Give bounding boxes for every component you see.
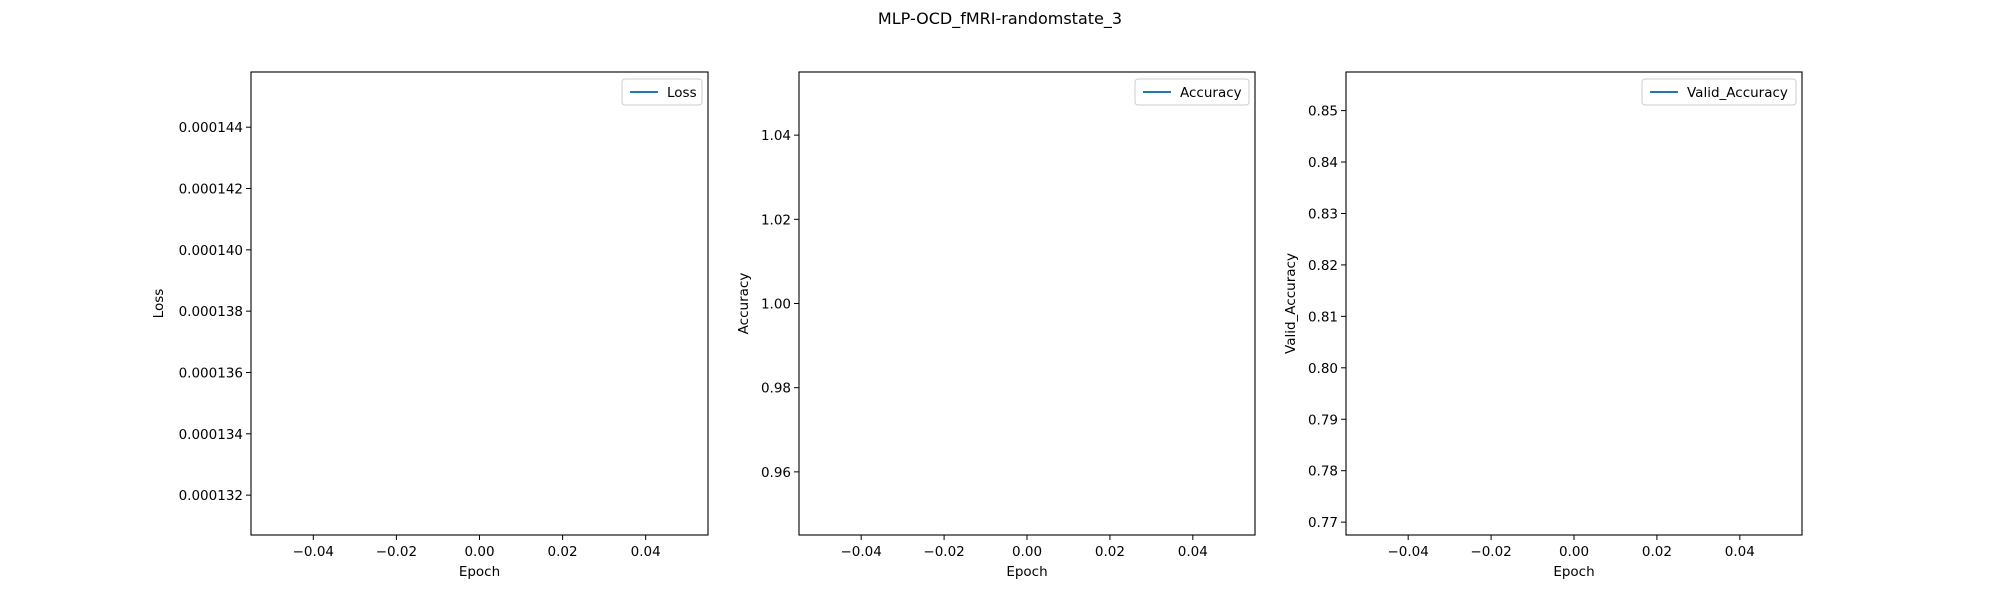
panel-accuracy: −0.04 −0.02 0.00 0.02 0.04 0.96 0.98 1.00 1.02 1.…	[736, 71, 1256, 580]
y-tick-label: 0.82	[1308, 258, 1338, 274]
x-tick-label: 0.04	[1725, 544, 1755, 560]
y-tick-label: 0.000132	[179, 488, 243, 504]
x-tick-label: 0.04	[1178, 544, 1208, 560]
y-tick-label: 0.79	[1308, 412, 1338, 428]
x-axis-label: Epoch	[459, 564, 500, 580]
y-tick-label: 0.000136	[179, 365, 243, 381]
x-tick-label: 0.00	[1559, 544, 1589, 560]
legend-box	[1134, 78, 1250, 106]
axes-frame	[250, 71, 709, 536]
y-tick-label: 0.78	[1308, 464, 1338, 480]
y-tick-label: 0.96	[761, 465, 791, 481]
axes-frame	[1345, 71, 1803, 536]
legend: Accuracy	[1134, 78, 1250, 106]
x-tick-label: 0.00	[464, 544, 494, 560]
y-tick-label: 0.77	[1308, 515, 1338, 531]
x-axis-label: Epoch	[1553, 564, 1594, 580]
x-tick-label: −0.04	[1387, 544, 1428, 560]
x-tick-label: −0.04	[840, 544, 881, 560]
panel-valid-accuracy: −0.04 −0.02 0.00 0.02 0.04 0.77 0.78 0.79 0.80 0.…	[1283, 71, 1803, 580]
legend-label: Accuracy	[1180, 85, 1242, 101]
y-tick-label: 0.000138	[179, 304, 243, 320]
y-tick-label: 0.84	[1308, 155, 1338, 171]
y-tick-label: 0.98	[761, 381, 791, 397]
y-axis-label: Loss	[151, 289, 167, 319]
y-tick-label: 0.000134	[179, 427, 243, 443]
x-tick-label: 0.00	[1012, 544, 1042, 560]
legend: Valid_Accuracy	[1641, 78, 1797, 106]
legend: Loss	[621, 78, 703, 106]
legend-box	[621, 78, 703, 106]
figure-title: MLP-OCD_fMRI-randomstate_3	[878, 9, 1122, 29]
panel-loss: −0.04 −0.02 0.00 0.02 0.04 0.000132 0.000134 0.…	[151, 71, 709, 580]
x-tick-label: 0.02	[1642, 544, 1672, 560]
axes-frame	[798, 71, 1256, 536]
legend-label: Loss	[667, 85, 697, 101]
legend-label: Valid_Accuracy	[1687, 85, 1788, 101]
legend-box	[1641, 78, 1797, 106]
y-axis-label: Accuracy	[736, 273, 752, 335]
x-tick-label: −0.02	[376, 544, 417, 560]
y-tick-label: 0.000142	[179, 182, 243, 198]
y-axis-label: Valid_Accuracy	[1283, 253, 1299, 354]
x-tick-label: 0.02	[1095, 544, 1125, 560]
x-axis-label: Epoch	[1006, 564, 1047, 580]
x-tick-label: 0.02	[548, 544, 578, 560]
y-tick-label: 0.83	[1308, 206, 1338, 222]
y-tick-label: 1.02	[761, 212, 791, 228]
x-tick-label: −0.02	[1470, 544, 1511, 560]
y-tick-label: 0.000144	[179, 120, 243, 136]
y-tick-label: 0.85	[1308, 104, 1338, 120]
y-tick-label: 1.00	[761, 297, 791, 313]
y-tick-label: 0.81	[1308, 309, 1338, 325]
y-tick-label: 0.80	[1308, 361, 1338, 377]
y-tick-label: 1.04	[761, 128, 791, 144]
y-tick-label: 0.000140	[179, 243, 243, 259]
x-tick-label: −0.04	[293, 544, 334, 560]
x-tick-label: 0.04	[631, 544, 661, 560]
x-tick-label: −0.02	[923, 544, 964, 560]
